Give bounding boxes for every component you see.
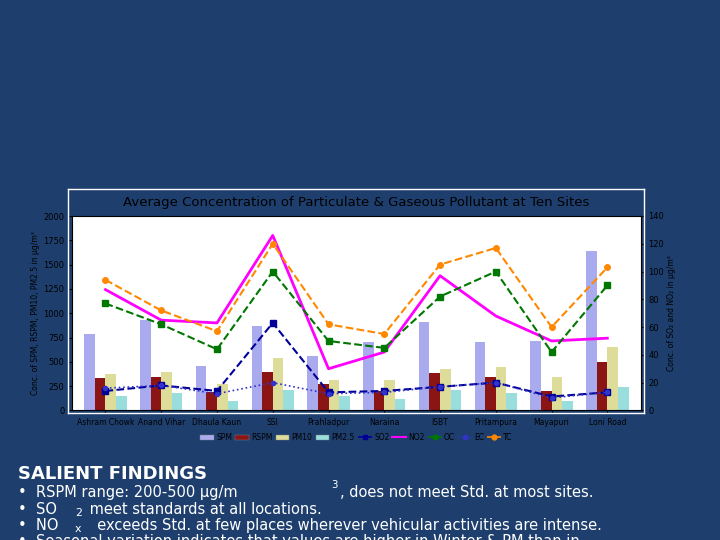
Bar xyxy=(172,393,182,410)
Legend: SPM, RSPM, PM10, PM2.5, SO2, NO2, OC, EC, TC: SPM, RSPM, PM10, PM2.5, SO2, NO2, OC, EC… xyxy=(200,433,513,442)
Text: Average Concentration of Particulate & Gaseous Pollutant at Ten Sites: Average Concentration of Particulate & G… xyxy=(123,196,590,209)
Bar xyxy=(339,396,350,410)
Y-axis label: Conc. of SPM, RSPM, PM10, PM2.5 in μg/m³: Conc. of SPM, RSPM, PM10, PM2.5 in μg/m³ xyxy=(32,231,40,395)
Bar xyxy=(140,320,150,410)
Bar xyxy=(552,377,562,410)
Bar xyxy=(618,387,629,410)
Bar xyxy=(262,372,273,410)
Text: •  RSPM range: 200-500 μg/m: • RSPM range: 200-500 μg/m xyxy=(18,485,238,500)
Bar xyxy=(506,393,517,410)
Bar xyxy=(161,372,172,410)
Bar xyxy=(207,393,217,410)
Bar xyxy=(196,366,207,410)
Bar xyxy=(395,399,405,410)
Bar xyxy=(531,341,541,410)
Bar xyxy=(363,342,374,410)
Bar xyxy=(318,383,328,410)
Text: •  NO: • NO xyxy=(18,518,58,533)
Bar xyxy=(217,384,228,410)
Bar xyxy=(307,356,318,410)
Bar xyxy=(597,362,608,410)
Y-axis label: Conc. of SO₂ and NO₂ in μg/m³: Conc. of SO₂ and NO₂ in μg/m³ xyxy=(667,255,676,371)
Text: meet standards at all locations.: meet standards at all locations. xyxy=(85,502,322,517)
Text: x: x xyxy=(75,524,81,534)
Bar xyxy=(562,401,573,410)
Bar xyxy=(84,334,95,410)
Bar xyxy=(273,358,284,410)
Bar xyxy=(228,401,238,410)
Bar xyxy=(150,377,161,410)
Bar xyxy=(608,347,618,410)
Text: 3: 3 xyxy=(331,480,338,490)
Text: exceeds Std. at few places wherever vehicular activities are intense.: exceeds Std. at few places wherever vehi… xyxy=(88,518,602,533)
Bar xyxy=(384,380,395,410)
Bar xyxy=(496,367,506,410)
Bar xyxy=(105,374,116,410)
Bar xyxy=(95,379,105,410)
Bar xyxy=(440,369,451,410)
Bar xyxy=(374,391,384,410)
Bar xyxy=(451,390,462,410)
Text: SALIENT FINDINGS: SALIENT FINDINGS xyxy=(18,465,207,483)
Text: •  SO: • SO xyxy=(18,502,57,517)
Bar xyxy=(284,390,294,410)
Bar xyxy=(429,374,440,410)
Bar xyxy=(419,322,429,410)
Bar xyxy=(474,342,485,410)
Bar xyxy=(485,377,496,410)
Bar xyxy=(586,251,597,410)
Text: 2: 2 xyxy=(75,508,82,518)
Bar xyxy=(328,380,339,410)
Bar xyxy=(541,391,552,410)
Bar xyxy=(251,326,262,410)
Bar xyxy=(116,396,127,410)
Text: •  Seasonal variation indicates that values are higher in Winter & PM than in
  : • Seasonal variation indicates that valu… xyxy=(18,535,580,540)
Text: , does not meet Std. at most sites.: , does not meet Std. at most sites. xyxy=(340,485,593,500)
